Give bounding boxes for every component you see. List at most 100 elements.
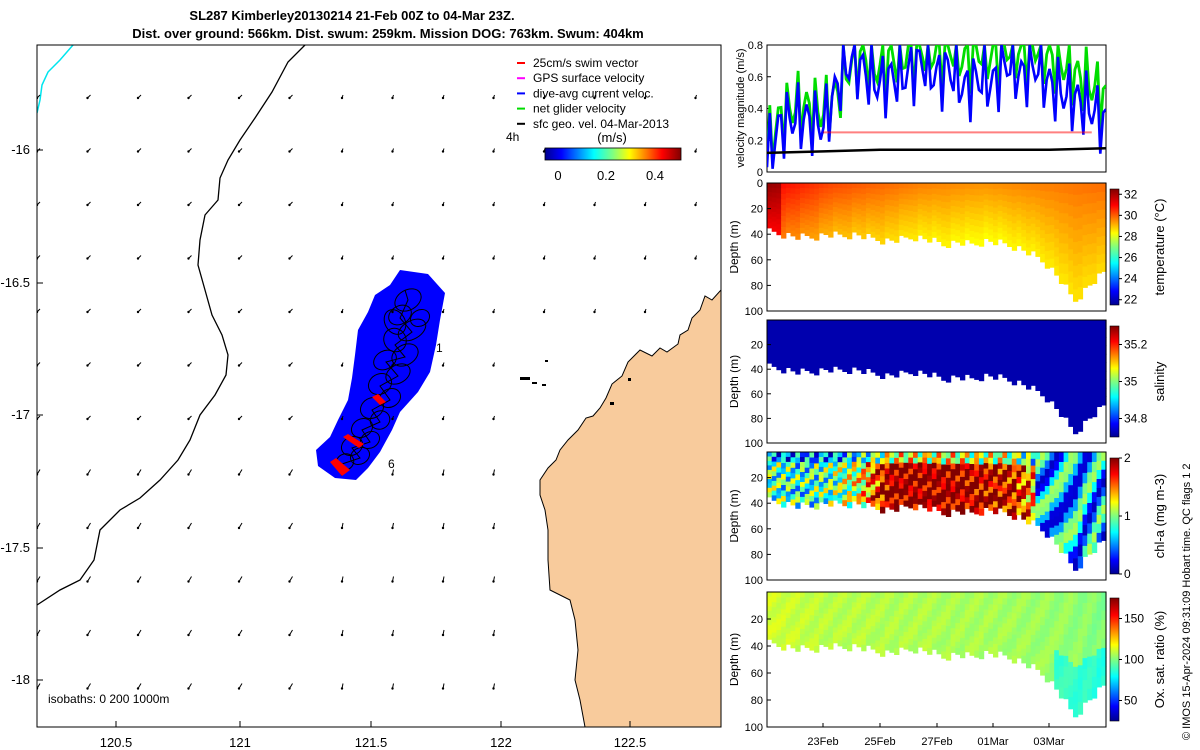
heat-cell: [913, 194, 919, 201]
heat-cell: [903, 351, 909, 357]
heat-cell: [988, 647, 994, 654]
heat-cell: [1054, 452, 1060, 462]
heat-cell: [1096, 639, 1102, 650]
colorbar-tick-label: 28: [1124, 229, 1138, 243]
heat-cell: [988, 325, 994, 332]
heat-cell: [960, 605, 966, 613]
heat-cell: [1021, 358, 1027, 366]
heat-cell: [983, 336, 989, 342]
heat-cell: [875, 598, 881, 605]
heat-cell: [880, 624, 886, 632]
heat-cell: [1049, 384, 1055, 394]
heat-cell: [983, 479, 989, 486]
heat-cell: [903, 631, 909, 639]
heat-cell: [908, 216, 914, 223]
heat-cell: [1091, 462, 1098, 473]
heat-cell: [1002, 183, 1008, 190]
heat-cell: [974, 361, 980, 368]
heat-cell: [936, 622, 942, 630]
heat-cell: [842, 620, 848, 627]
heat-cell: [776, 462, 782, 469]
heat-cell: [1026, 487, 1032, 496]
heat-cell: [884, 351, 890, 358]
heat-cell: [903, 620, 909, 627]
heat-cell: [771, 343, 777, 349]
heat-cell: [898, 193, 905, 200]
heat-cell: [823, 592, 829, 598]
heat-cell: [969, 360, 975, 367]
islands: [520, 360, 631, 405]
heat-cell: [1087, 678, 1093, 690]
velocity-vector-head: [136, 633, 140, 637]
heat-cell: [1054, 640, 1060, 651]
velocity-vector-head: [288, 310, 291, 314]
heat-cell: [865, 329, 872, 336]
velocity-vector-head: [86, 687, 89, 690]
heat-cell: [776, 208, 782, 215]
heat-cell: [894, 617, 900, 624]
heat-cell: [1030, 216, 1036, 225]
heat-cell: [974, 489, 980, 496]
heat-cell: [847, 491, 853, 498]
heat-cell: [800, 329, 806, 335]
heat-cell: [964, 368, 971, 375]
heat-cell: [974, 507, 980, 515]
heat-cell: [997, 597, 1003, 605]
heat-cell: [988, 641, 994, 648]
heat-cell: [1035, 452, 1041, 460]
heat-cell: [800, 217, 806, 224]
heat-cell: [927, 457, 933, 465]
heat-cell: [960, 226, 966, 234]
heat-cell: [927, 337, 933, 344]
heat-cell: [856, 359, 862, 366]
heat-cell: [884, 362, 890, 369]
heat-cell: [1082, 658, 1088, 670]
heat-cell: [1054, 601, 1060, 612]
heat-cell: [1044, 672, 1051, 683]
heat-cell: [927, 342, 933, 349]
heat-cell: [809, 479, 815, 486]
heat-cell: [1021, 371, 1027, 379]
heat-cell: [856, 477, 862, 484]
velocity-vector-head: [237, 417, 241, 421]
heat-cell: [1044, 208, 1051, 218]
point-label-6: 6: [388, 457, 395, 471]
heat-cell: [880, 598, 886, 606]
heat-cell: [908, 320, 914, 326]
heat-cell: [884, 320, 890, 326]
heat-cell: [1040, 373, 1046, 382]
velocity-vector-head: [86, 150, 89, 153]
heat-cell: [903, 614, 909, 622]
heat-cell: [1073, 265, 1079, 279]
heat-cell: [767, 205, 773, 211]
heat-cell: [960, 361, 966, 369]
heat-cell: [804, 355, 810, 361]
heat-cell: [804, 360, 810, 366]
heat-cell: [818, 193, 825, 199]
heat-cell: [842, 345, 848, 352]
heat-cell: [884, 474, 890, 481]
heat-cell: [814, 634, 820, 641]
heat-cell: [800, 628, 806, 635]
heat-cell: [795, 320, 801, 326]
heat-cell: [880, 372, 886, 379]
heat-cell: [870, 620, 876, 627]
heat-cell: [880, 201, 886, 208]
heat-cell: [851, 338, 858, 345]
heat-cell: [790, 204, 796, 210]
heat-cell: [1011, 358, 1018, 366]
heat-cell: [851, 334, 858, 340]
heat-cell: [767, 487, 773, 493]
depth-tick-label: 40: [751, 364, 763, 376]
heat-cell: [1077, 194, 1084, 207]
heat-cell: [1068, 650, 1074, 663]
heat-cell: [856, 619, 862, 626]
heat-cell: [997, 188, 1003, 195]
heat-cell: [771, 597, 777, 603]
heat-cell: [955, 463, 961, 471]
heat-cell: [771, 357, 777, 363]
heat-cell: [1091, 532, 1098, 543]
heat-cell: [842, 500, 848, 507]
heat-cell: [913, 452, 919, 459]
heat-cell: [884, 479, 890, 486]
